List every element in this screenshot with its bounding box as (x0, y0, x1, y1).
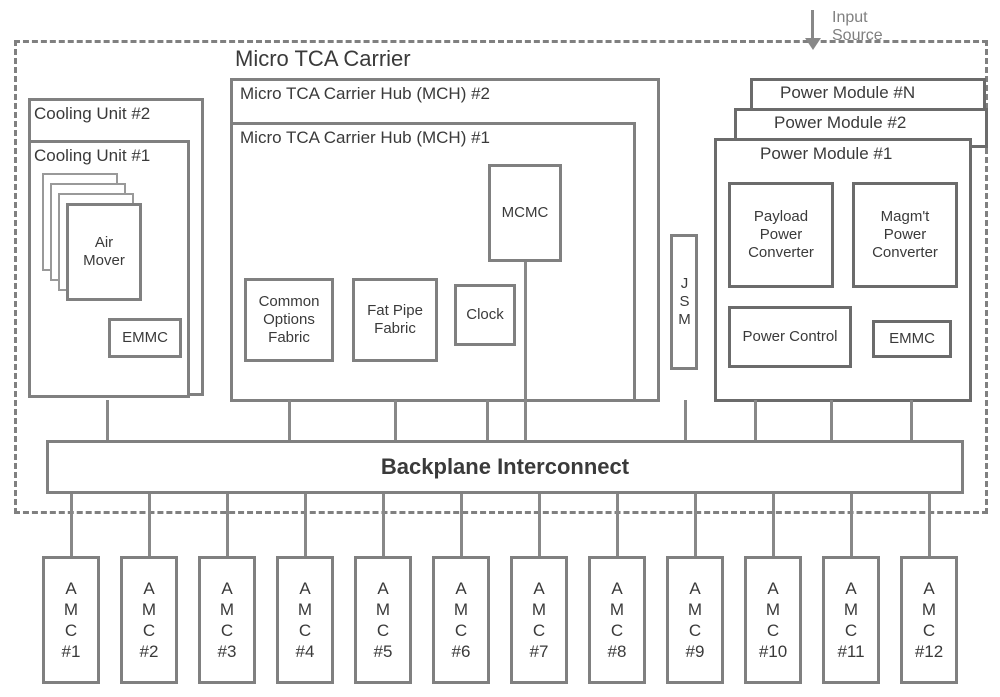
power-module-2-label: Power Module #2 (774, 113, 906, 133)
amc-card: AMC#5 (354, 556, 412, 684)
payload-power-converter: Payload Power Converter (728, 182, 834, 288)
air-mover: Air Mover (66, 203, 142, 301)
amc-card: AMC#1 (42, 556, 100, 684)
cooling-emmc: EMMC (108, 318, 182, 358)
input-arrow-icon (805, 38, 821, 50)
amc-card: AMC#4 (276, 556, 334, 684)
fat-pipe-fabric: Fat Pipe Fabric (352, 278, 438, 362)
cooling-unit-2-label: Cooling Unit #2 (34, 104, 150, 124)
amc-card: AMC#8 (588, 556, 646, 684)
backplane-interconnect: Backplane Interconnect (46, 440, 964, 494)
jsm: JSM (670, 234, 698, 370)
mcmc: MCMC (488, 164, 562, 262)
mch-2-label: Micro TCA Carrier Hub (MCH) #2 (240, 84, 490, 104)
amc-card: AMC#10 (744, 556, 802, 684)
amc-card: AMC#12 (900, 556, 958, 684)
amc-card: AMC#6 (432, 556, 490, 684)
magmt-power-converter: Magm't Power Converter (852, 182, 958, 288)
amc-card: AMC#11 (822, 556, 880, 684)
common-options-fabric: Common Options Fabric (244, 278, 334, 362)
clock: Clock (454, 284, 516, 346)
power-emmc: EMMC (872, 320, 952, 358)
carrier-title: Micro TCA Carrier (231, 46, 415, 72)
amc-card: AMC#3 (198, 556, 256, 684)
power-control: Power Control (728, 306, 852, 368)
power-module-n-label: Power Module #N (780, 83, 915, 103)
cooling-unit-1-label: Cooling Unit #1 (34, 146, 150, 166)
amc-card: AMC#7 (510, 556, 568, 684)
input-source-label: Input Source (832, 9, 883, 44)
mch-1-label: Micro TCA Carrier Hub (MCH) #1 (240, 128, 490, 148)
amc-card: AMC#2 (120, 556, 178, 684)
amc-card: AMC#9 (666, 556, 724, 684)
power-module-1-label: Power Module #1 (760, 144, 892, 164)
